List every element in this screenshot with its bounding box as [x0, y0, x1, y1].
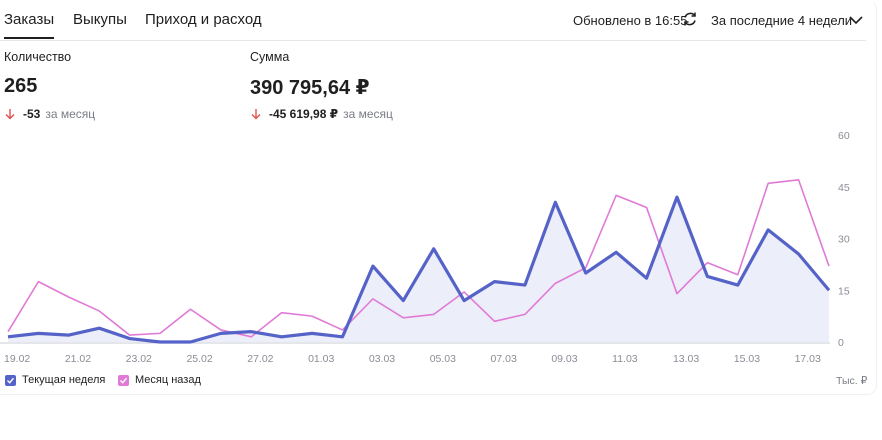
x-tick-label: 19.02: [4, 353, 30, 365]
x-tick-label: 17.03: [795, 353, 821, 365]
arrow-down-icon: [251, 109, 261, 120]
series-current-line: [7, 195, 831, 344]
sum-label: Сумма: [250, 50, 290, 64]
x-tick-label: 13.03: [673, 353, 699, 365]
count-value: 265: [4, 75, 38, 97]
count-delta-value: -53: [23, 107, 41, 121]
x-tick-label: 05.03: [430, 353, 456, 365]
sum-delta-value: -45 619,98 ₽: [269, 107, 339, 121]
sum-delta-period: за месяц: [343, 107, 393, 121]
legend-previous-label: Месяц назад: [135, 374, 201, 386]
y-tick-label: 0: [838, 337, 844, 349]
x-tick-label: 21.02: [65, 353, 91, 365]
series-current-area: [8, 197, 829, 342]
x-tick-label: 23.02: [126, 353, 152, 365]
legend-current[interactable]: Текущая неделя: [5, 374, 105, 386]
y-tick-label: 30: [838, 234, 850, 246]
sum-value: 390 795,64 ₽: [250, 77, 370, 99]
orders-line-chart: 60 45 30 15 0 19.02 21.02 23.02 25.02 27.02 01.03 0…: [0, 130, 850, 365]
legend-previous[interactable]: Месяц назад: [118, 374, 201, 386]
x-tick-label: 27.02: [247, 353, 273, 365]
x-tick-label: 01.03: [308, 353, 334, 365]
x-tick-label: 25.02: [186, 353, 212, 365]
checkbox-checked-icon[interactable]: [118, 374, 129, 386]
x-tick-label: 03.03: [369, 353, 395, 365]
updated-time: Обновлено в 16:55: [573, 13, 688, 28]
period-select[interactable]: За последние 4 недели: [711, 13, 853, 28]
x-tick-label: 09.03: [551, 353, 577, 365]
tab-bar: Заказы Выкупы Приход и расход Обновлено …: [0, 0, 866, 41]
count-delta-period: за месяц: [45, 107, 96, 121]
y-tick-label: 60: [838, 130, 850, 142]
arrow-down-icon: [5, 109, 15, 120]
tab-buyouts[interactable]: Выкупы: [73, 11, 127, 28]
sum-delta: -45 619,98 ₽ за месяц: [250, 107, 393, 121]
orders-card: Заказы Выкупы Приход и расход Обновлено …: [0, 0, 877, 395]
tab-orders[interactable]: Заказы: [4, 11, 55, 39]
legend-current-label: Текущая неделя: [22, 374, 106, 386]
y-tick-label: 45: [838, 182, 850, 194]
count-label: Количество: [4, 50, 72, 64]
x-tick-label: 07.03: [491, 353, 517, 365]
chevron-down-icon[interactable]: [848, 12, 864, 28]
tab-income-expense[interactable]: Приход и расход: [145, 11, 262, 28]
refresh-icon[interactable]: [681, 10, 699, 28]
series-previous-line: [7, 179, 830, 338]
count-delta: -53 за месяц: [4, 107, 95, 121]
chart-unit: Тыс. ₽: [836, 375, 868, 387]
x-tick-label: 11.03: [612, 353, 638, 365]
checkbox-checked-icon[interactable]: [5, 374, 16, 386]
x-tick-label: 15.03: [734, 353, 760, 365]
y-tick-label: 15: [838, 285, 850, 297]
